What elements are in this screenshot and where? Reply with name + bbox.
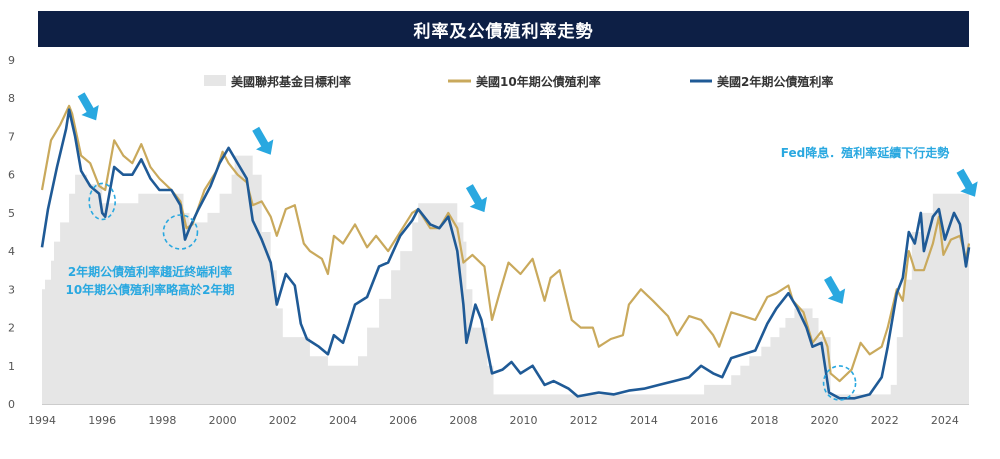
y-tick-label: 8: [8, 92, 15, 105]
x-tick-label: 2020: [811, 414, 839, 427]
x-tick-label: 2014: [630, 414, 658, 427]
chart-title: 利率及公債殖利率走勢: [38, 11, 969, 47]
x-tick-label: 2004: [329, 414, 357, 427]
legend-swatch-fed-funds: [204, 75, 226, 86]
down-arrow-icon: [956, 168, 978, 197]
annotation-fed-cut: Fed降息．殖利率延續下行走勢: [781, 145, 949, 160]
x-tick-label: 2000: [209, 414, 237, 427]
highlight-circle: [822, 365, 857, 401]
series-area-fed-funds: [42, 155, 969, 404]
legend-label-2y: 美國2年期公債殖利率: [717, 74, 833, 89]
series-line-10y: [40, 104, 971, 383]
x-tick-label: 1998: [148, 414, 176, 427]
x-axis: 1994 1996 1998 2000 2002 2004 2006 2008 2010 2012…: [28, 403, 969, 427]
y-tick-label: 4: [8, 245, 15, 258]
x-tick-label: 2002: [269, 414, 297, 427]
y-axis: 0 1 2 3 4 5 6 7 8 9: [8, 54, 15, 411]
y-tick-label: 1: [8, 360, 15, 373]
annotation-10y-above-2y: 10年期公債殖利率略高於2年期: [65, 282, 234, 297]
arrows: [77, 92, 978, 304]
down-arrow-icon: [252, 126, 274, 155]
highlight-circle: [162, 214, 199, 250]
legend: 美國聯邦基金目標利率 美國10年期公債殖利率 美國2年期公債殖利率: [204, 74, 833, 89]
x-tick-label: 2012: [570, 414, 598, 427]
x-tick-label: 2024: [931, 414, 959, 427]
y-tick-label: 5: [8, 207, 15, 220]
x-tick-label: 2010: [510, 414, 538, 427]
y-tick-label: 7: [8, 130, 15, 143]
down-arrow-icon: [824, 275, 846, 304]
series-layer: [40, 104, 971, 404]
x-tick-label: 2006: [389, 414, 417, 427]
y-tick-label: 6: [8, 169, 15, 182]
highlight-layer: [88, 182, 857, 401]
down-arrow-icon: [77, 92, 99, 121]
x-tick-label: 1996: [88, 414, 116, 427]
y-tick-label: 2: [8, 322, 15, 335]
series-line-2y: [40, 108, 971, 400]
legend-label-fed-funds: 美國聯邦基金目標利率: [231, 74, 351, 89]
y-tick-label: 3: [8, 283, 15, 296]
x-tick-label: 2018: [750, 414, 778, 427]
down-arrow-icon: [465, 184, 488, 213]
x-tick-label: 2008: [449, 414, 477, 427]
annotation-2y-near-terminal: 2年期公債殖利率趨近終端利率: [68, 264, 232, 279]
x-tick-label: 2022: [871, 414, 899, 427]
y-tick-label: 0: [8, 398, 15, 411]
annotations: 2年期公債殖利率趨近終端利率 10年期公債殖利率略高於2年期 Fed降息．殖利率…: [65, 145, 949, 297]
y-tick-label: 9: [8, 54, 15, 67]
legend-label-10y: 美國10年期公債殖利率: [476, 74, 601, 89]
x-tick-label: 2016: [690, 414, 718, 427]
highlight-circle: [88, 182, 116, 221]
x-tick-label: 1994: [28, 414, 56, 427]
